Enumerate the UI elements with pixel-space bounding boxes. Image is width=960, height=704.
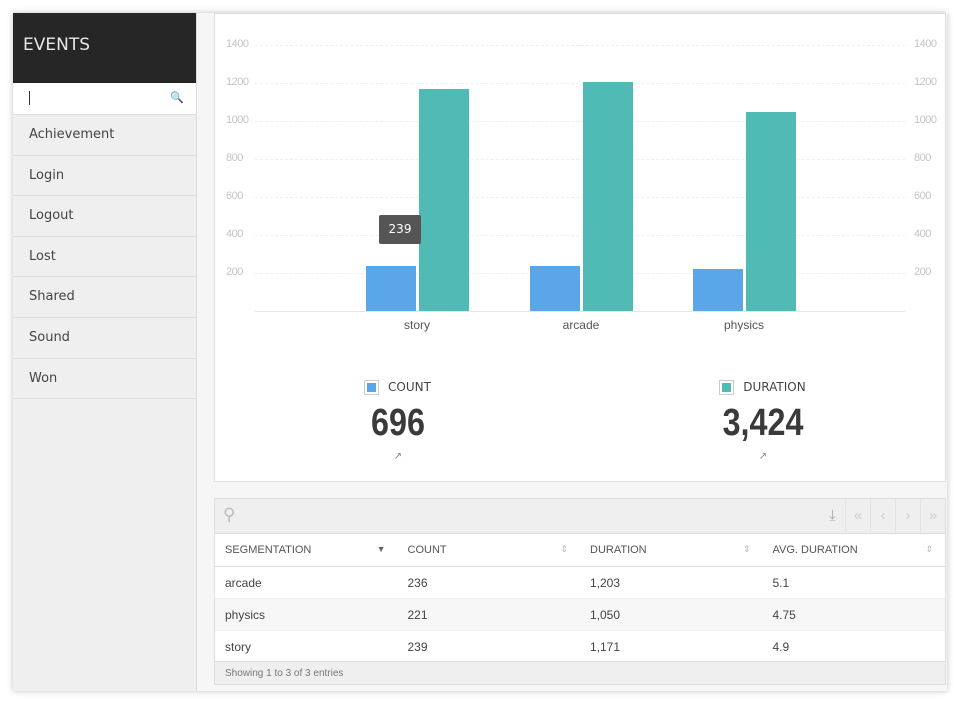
sidebar-item-login[interactable]: Login	[13, 156, 196, 197]
y-tick-label-right: 1000	[914, 114, 937, 126]
sort-icon[interactable]: ⇕	[560, 544, 568, 554]
next-page-icon[interactable]: ›	[895, 499, 920, 534]
y-tick-label-left: 1000	[226, 114, 249, 126]
chart-card	[214, 13, 946, 482]
search-icon: 🔍	[170, 91, 184, 104]
bar-duration-story	[419, 88, 469, 311]
table-row[interactable]: arcade 236 1,203 5.1	[215, 567, 945, 599]
column-header-count[interactable]: COUNT ⇕	[398, 544, 581, 556]
sidebar-item-sound[interactable]: Sound	[13, 318, 196, 359]
duration-total: 3,424	[722, 402, 804, 444]
bar-duration-arcade	[583, 82, 633, 311]
sort-desc-icon[interactable]: ▼	[376, 544, 386, 554]
sidebar-item-lost[interactable]: Lost	[13, 237, 196, 278]
table-toolbar: ⚲ ⤓ « ‹ › »	[215, 499, 945, 534]
table-cell: 1,171	[590, 639, 621, 654]
table-cell: 4.75	[772, 607, 796, 622]
column-label: DURATION	[590, 544, 647, 556]
first-page-icon[interactable]: «	[845, 499, 870, 534]
duration-label: DURATION	[743, 380, 806, 394]
event-search-input[interactable]: 🔍	[13, 83, 196, 115]
table-cell: physics	[225, 607, 266, 622]
y-tick-label-left: 1200	[226, 76, 249, 88]
gridline	[255, 159, 905, 160]
table-row[interactable]: physics 221 1,050 4.75	[215, 599, 945, 631]
y-tick-label-right: 200	[914, 266, 931, 278]
gridline	[255, 121, 905, 122]
y-tick-label-right: 600	[914, 190, 931, 202]
column-header-segmentation[interactable]: SEGMENTATION ▼	[215, 544, 398, 556]
count-legend-swatch[interactable]	[364, 379, 380, 395]
gridline	[255, 45, 905, 46]
table-cell: 4.9	[772, 639, 790, 654]
gridline	[255, 197, 905, 198]
table-cell: 221	[407, 607, 428, 622]
prev-page-icon[interactable]: ‹	[870, 499, 895, 534]
count-total: 696	[371, 402, 425, 444]
table-cell: story	[225, 639, 252, 654]
sidebar-item-won[interactable]: Won	[13, 359, 196, 400]
x-tick-label: physics	[723, 318, 764, 332]
download-icon[interactable]: ⤓	[829, 507, 836, 524]
table-cell: 1,203	[590, 575, 621, 590]
count-label: COUNT	[388, 380, 431, 394]
sidebar: EVENTS 🔍 Achievement Login Logout Lost Share…	[13, 13, 197, 691]
sort-icon[interactable]: ⇕	[742, 544, 751, 554]
y-tick-label-left: 200	[226, 266, 243, 278]
column-label: AVG. DURATION	[772, 544, 858, 556]
sidebar-item-logout[interactable]: Logout	[13, 196, 196, 237]
table-cell: 236	[407, 575, 428, 590]
x-tick-label: story	[403, 318, 430, 332]
gridline	[255, 83, 905, 84]
table-header: SEGMENTATION ▼ COUNT ⇕ DURATION ⇕ AVG. DURATIO…	[215, 534, 945, 567]
count-stat: COUNT 696 ↗	[318, 379, 478, 462]
table-cell: 1,050	[590, 607, 621, 622]
table-cell: 5.1	[772, 575, 790, 590]
column-header-duration[interactable]: DURATION ⇕	[580, 544, 763, 556]
bar-count-physics	[693, 269, 743, 311]
y-tick-label-right: 1400	[914, 38, 937, 50]
sidebar-title: EVENTS	[13, 13, 196, 83]
table-cell: arcade	[225, 575, 262, 590]
search-icon[interactable]: ⚲	[223, 505, 236, 524]
x-axis-line	[255, 311, 905, 312]
y-tick-label-left: 1400	[226, 38, 249, 50]
table-row[interactable]: story 239 1,171 4.9	[215, 631, 945, 663]
y-tick-label-right: 1200	[914, 76, 937, 88]
text-cursor	[29, 91, 30, 105]
trend-up-icon: ↗	[758, 451, 768, 462]
column-label: SEGMENTATION	[225, 544, 312, 556]
y-tick-label-left: 800	[226, 152, 243, 164]
bar-count-arcade	[530, 266, 580, 311]
sidebar-item-achievement[interactable]: Achievement	[13, 115, 196, 156]
bar-duration-physics	[746, 111, 796, 311]
y-tick-label-right: 800	[914, 152, 931, 164]
y-tick-label-right: 400	[914, 228, 931, 240]
bar-count-story	[366, 265, 416, 311]
duration-legend-swatch[interactable]	[719, 379, 735, 395]
chart-tooltip: 239	[379, 215, 421, 244]
table-cell: 239	[407, 639, 428, 654]
gridline	[255, 273, 905, 274]
sidebar-item-shared[interactable]: Shared	[13, 277, 196, 318]
last-page-icon[interactable]: »	[920, 499, 945, 534]
data-table: ⚲ ⤓ « ‹ › » SEGMENTATION ▼ COUNT ⇕ DURATION ⇕…	[214, 498, 946, 685]
gridline	[255, 235, 905, 236]
table-footer: Showing 1 to 3 of 3 entries	[215, 661, 945, 684]
sort-icon[interactable]: ⇕	[925, 544, 933, 554]
x-tick-label: arcade	[562, 318, 600, 332]
duration-stat: DURATION 3,424 ↗	[683, 379, 843, 462]
y-tick-label-left: 400	[226, 228, 243, 240]
column-header-avg-duration[interactable]: AVG. DURATION ⇕	[763, 544, 946, 556]
column-label: COUNT	[407, 544, 447, 556]
trend-up-icon: ↗	[393, 451, 403, 462]
y-tick-label-left: 600	[226, 190, 243, 202]
